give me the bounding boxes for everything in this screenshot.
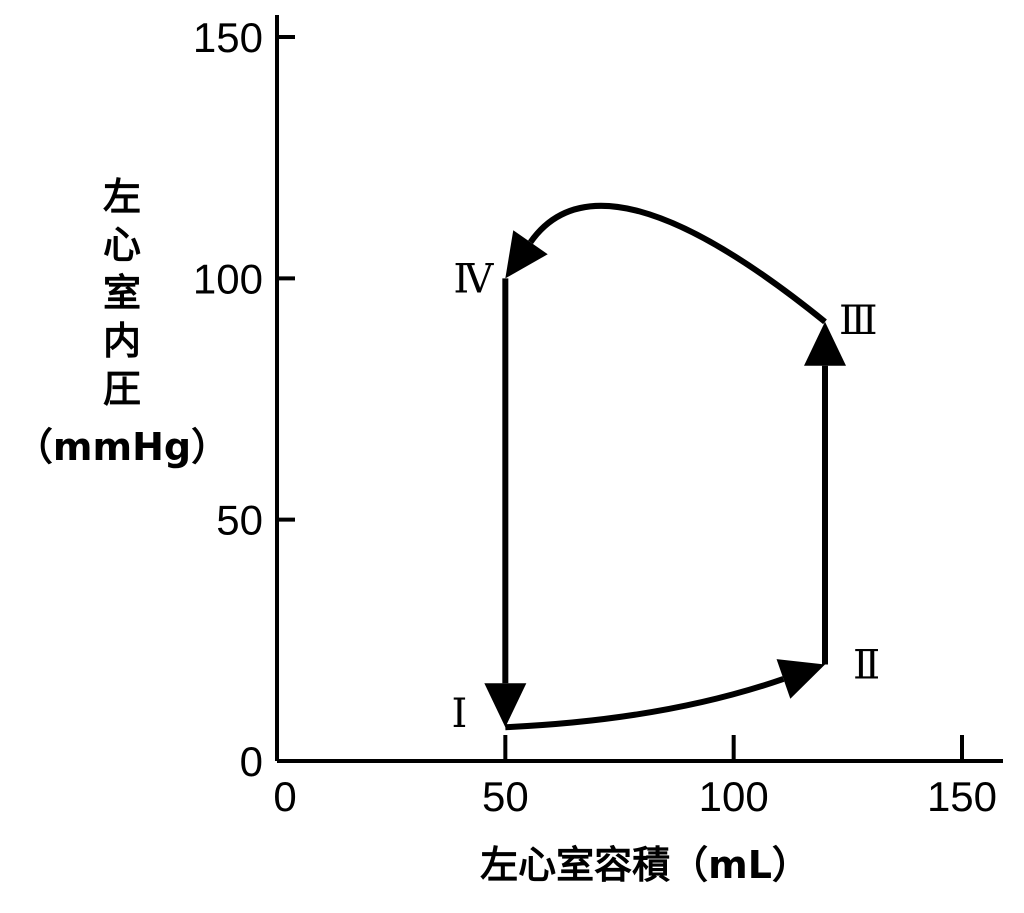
pv-loop (484, 202, 846, 731)
point-label: Ⅲ (839, 298, 878, 344)
y-axis-title-line: （mmHg） (15, 425, 229, 469)
y-axis-title-line: 心 (103, 223, 141, 267)
y-tick-label: 150 (193, 14, 263, 61)
y-tick-label: 0 (240, 738, 263, 785)
y-axis-title-line: 室 (103, 271, 141, 315)
point-label: Ⅳ (453, 256, 494, 302)
axes: 0 50 100 150 0 50 100 150 (193, 14, 1003, 820)
point-label: Ⅰ (452, 691, 468, 737)
x-tick-label: 150 (927, 773, 997, 820)
y-tick-label: 50 (216, 497, 263, 544)
y-axis-title-line: 内 (103, 319, 141, 363)
x-tick-label: 0 (273, 773, 296, 820)
x-axis-title: 左心室容積（mL） (480, 843, 810, 887)
y-axis-title-line: 圧 (103, 367, 141, 411)
segment-1-2-arrowhead (804, 321, 846, 366)
y-tick-label: 100 (193, 255, 263, 302)
segment-3-0-arrowhead (484, 683, 527, 728)
point-label: Ⅱ (853, 642, 880, 688)
point-labels: Ⅰ Ⅱ Ⅲ Ⅳ (452, 256, 881, 737)
y-axis-title-line: 左 (103, 175, 141, 219)
segment-2-3-line (528, 202, 827, 325)
x-tick-label: 50 (482, 773, 529, 820)
x-tick-label: 100 (699, 773, 769, 820)
segment-0-1-arrowhead (776, 659, 825, 699)
segment-2-3-arrowhead (505, 230, 548, 279)
segment-0-1-line (505, 676, 785, 731)
